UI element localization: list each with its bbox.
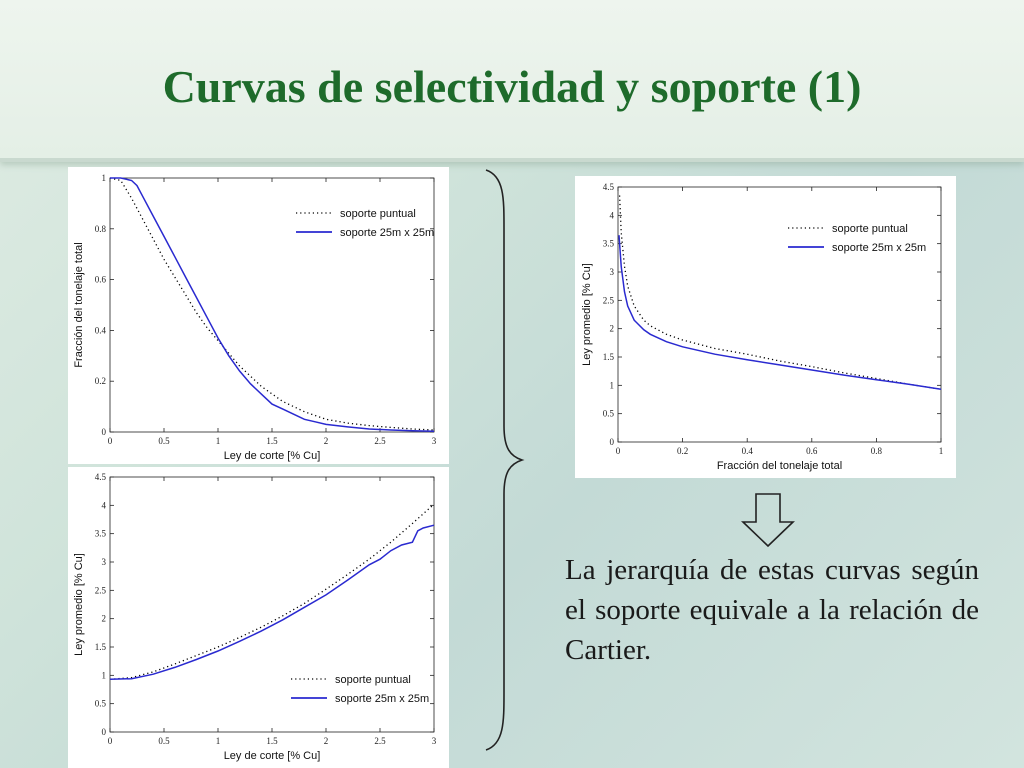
y-tick-label: 0	[102, 427, 107, 437]
y-tick-label: 0	[102, 727, 107, 737]
y-tick-label: 3	[102, 557, 107, 567]
y-tick-label: 2.5	[603, 295, 615, 305]
x-axis-label: Ley de corte [% Cu]	[224, 750, 321, 762]
y-tick-label: 1	[102, 173, 107, 183]
x-tick-label: 0	[108, 436, 113, 446]
legend-label: soporte 25m x 25m	[335, 693, 429, 705]
series-line-soporte-puntual	[618, 195, 942, 390]
y-tick-label: 0.2	[95, 376, 106, 386]
y-tick-label: 4.5	[603, 182, 615, 192]
x-tick-label: 3	[432, 436, 437, 446]
y-tick-label: 2	[610, 324, 615, 334]
series-line-soporte-25m	[618, 235, 942, 391]
x-tick-label: 0	[108, 736, 113, 746]
y-tick-label: 0.8	[95, 224, 107, 234]
y-tick-label: 0.6	[95, 275, 107, 285]
y-axis-label: Ley promedio [% Cu]	[581, 263, 593, 366]
series-line-soporte-puntual	[109, 503, 435, 680]
legend-label: soporte puntual	[335, 674, 411, 686]
y-tick-label: 3.5	[95, 529, 107, 539]
y-tick-label: 2.5	[95, 585, 107, 595]
y-tick-label: 3.5	[603, 239, 615, 249]
x-tick-label: 2	[324, 436, 329, 446]
legend-label: soporte puntual	[340, 208, 416, 220]
x-tick-label: 0.4	[742, 446, 754, 456]
y-tick-label: 4.5	[95, 472, 107, 482]
y-tick-label: 0	[610, 437, 615, 447]
chart-panel-1: 0 0.5 1 1.5 2 2.5 3 0 0.2 0.4 0.6 0.8 1 Ley de corte …	[68, 167, 449, 464]
x-tick-label: 1.5	[266, 736, 278, 746]
x-tick-label: 0.5	[158, 736, 170, 746]
x-tick-label: 0.2	[677, 446, 688, 456]
y-tick-label: 1	[610, 380, 615, 390]
y-tick-label: 0.5	[95, 699, 107, 709]
x-axis-label: Fracción del tonelaje total	[717, 460, 842, 472]
slide-title: Curvas de selectividad y soporte (1)	[162, 61, 862, 112]
x-tick-label: 1	[939, 446, 944, 456]
legend-label: soporte 25m x 25m	[832, 242, 926, 254]
y-tick-label: 0.4	[95, 325, 107, 335]
y-tick-label: 2	[102, 614, 107, 624]
x-tick-label: 1.5	[266, 436, 278, 446]
x-tick-label: 0.8	[871, 446, 883, 456]
plot-frame	[617, 186, 942, 443]
y-tick-label: 1	[102, 670, 107, 680]
legend-label: soporte puntual	[832, 223, 908, 235]
x-tick-label: 1	[216, 736, 221, 746]
x-tick-label: 3	[432, 736, 437, 746]
chart-tonnage-vs-grade: 0 0.2 0.4 0.6 0.8 1 0 0.5 1 1.5 2 2.5 3 3.5 4 4.5 Fracci…	[581, 182, 944, 472]
legend-label: soporte 25m x 25m	[340, 227, 434, 239]
chart-panel-3: 0 0.2 0.4 0.6 0.8 1 0 0.5 1 1.5 2 2.5 3 3.5 4 4.5 Fracci…	[575, 176, 956, 478]
y-tick-label: 1.5	[95, 642, 107, 652]
series-line-soporte-puntual	[109, 177, 435, 431]
y-tick-label: 1.5	[603, 352, 615, 362]
x-tick-label: 0	[616, 446, 621, 456]
x-axis-label: Ley de corte [% Cu]	[224, 450, 321, 462]
x-tick-label: 1	[216, 436, 221, 446]
x-tick-label: 2.5	[374, 736, 386, 746]
down-arrow-icon	[741, 493, 795, 548]
slide-caption: La jerarquía de estas curvas según el so…	[565, 554, 979, 666]
y-tick-label: 4	[610, 210, 615, 220]
y-tick-label: 3	[610, 267, 615, 277]
chart-cutoff-vs-grade: 0 0.5 1 1.5 2 2.5 3 0 0.5 1 1.5 2 2.5 3 3.5 4 4.5 Ley de …	[73, 472, 437, 762]
x-tick-label: 2.5	[374, 436, 386, 446]
y-tick-label: 4	[102, 500, 107, 510]
x-tick-label: 2	[324, 736, 329, 746]
chart-panel-2: 0 0.5 1 1.5 2 2.5 3 0 0.5 1 1.5 2 2.5 3 3.5 4 4.5 Ley de …	[68, 467, 449, 768]
y-axis-label: Ley promedio [% Cu]	[73, 553, 85, 656]
right-brace-icon	[485, 169, 525, 751]
series-line-soporte-25m	[110, 177, 435, 432]
title-band	[0, 0, 1024, 162]
y-axis-label: Fracción del tonelaje total	[73, 242, 85, 367]
x-tick-label: 0.5	[158, 436, 170, 446]
series-line-soporte-25m	[109, 524, 435, 681]
y-tick-label: 0.5	[603, 409, 615, 419]
x-tick-label: 0.6	[806, 446, 818, 456]
